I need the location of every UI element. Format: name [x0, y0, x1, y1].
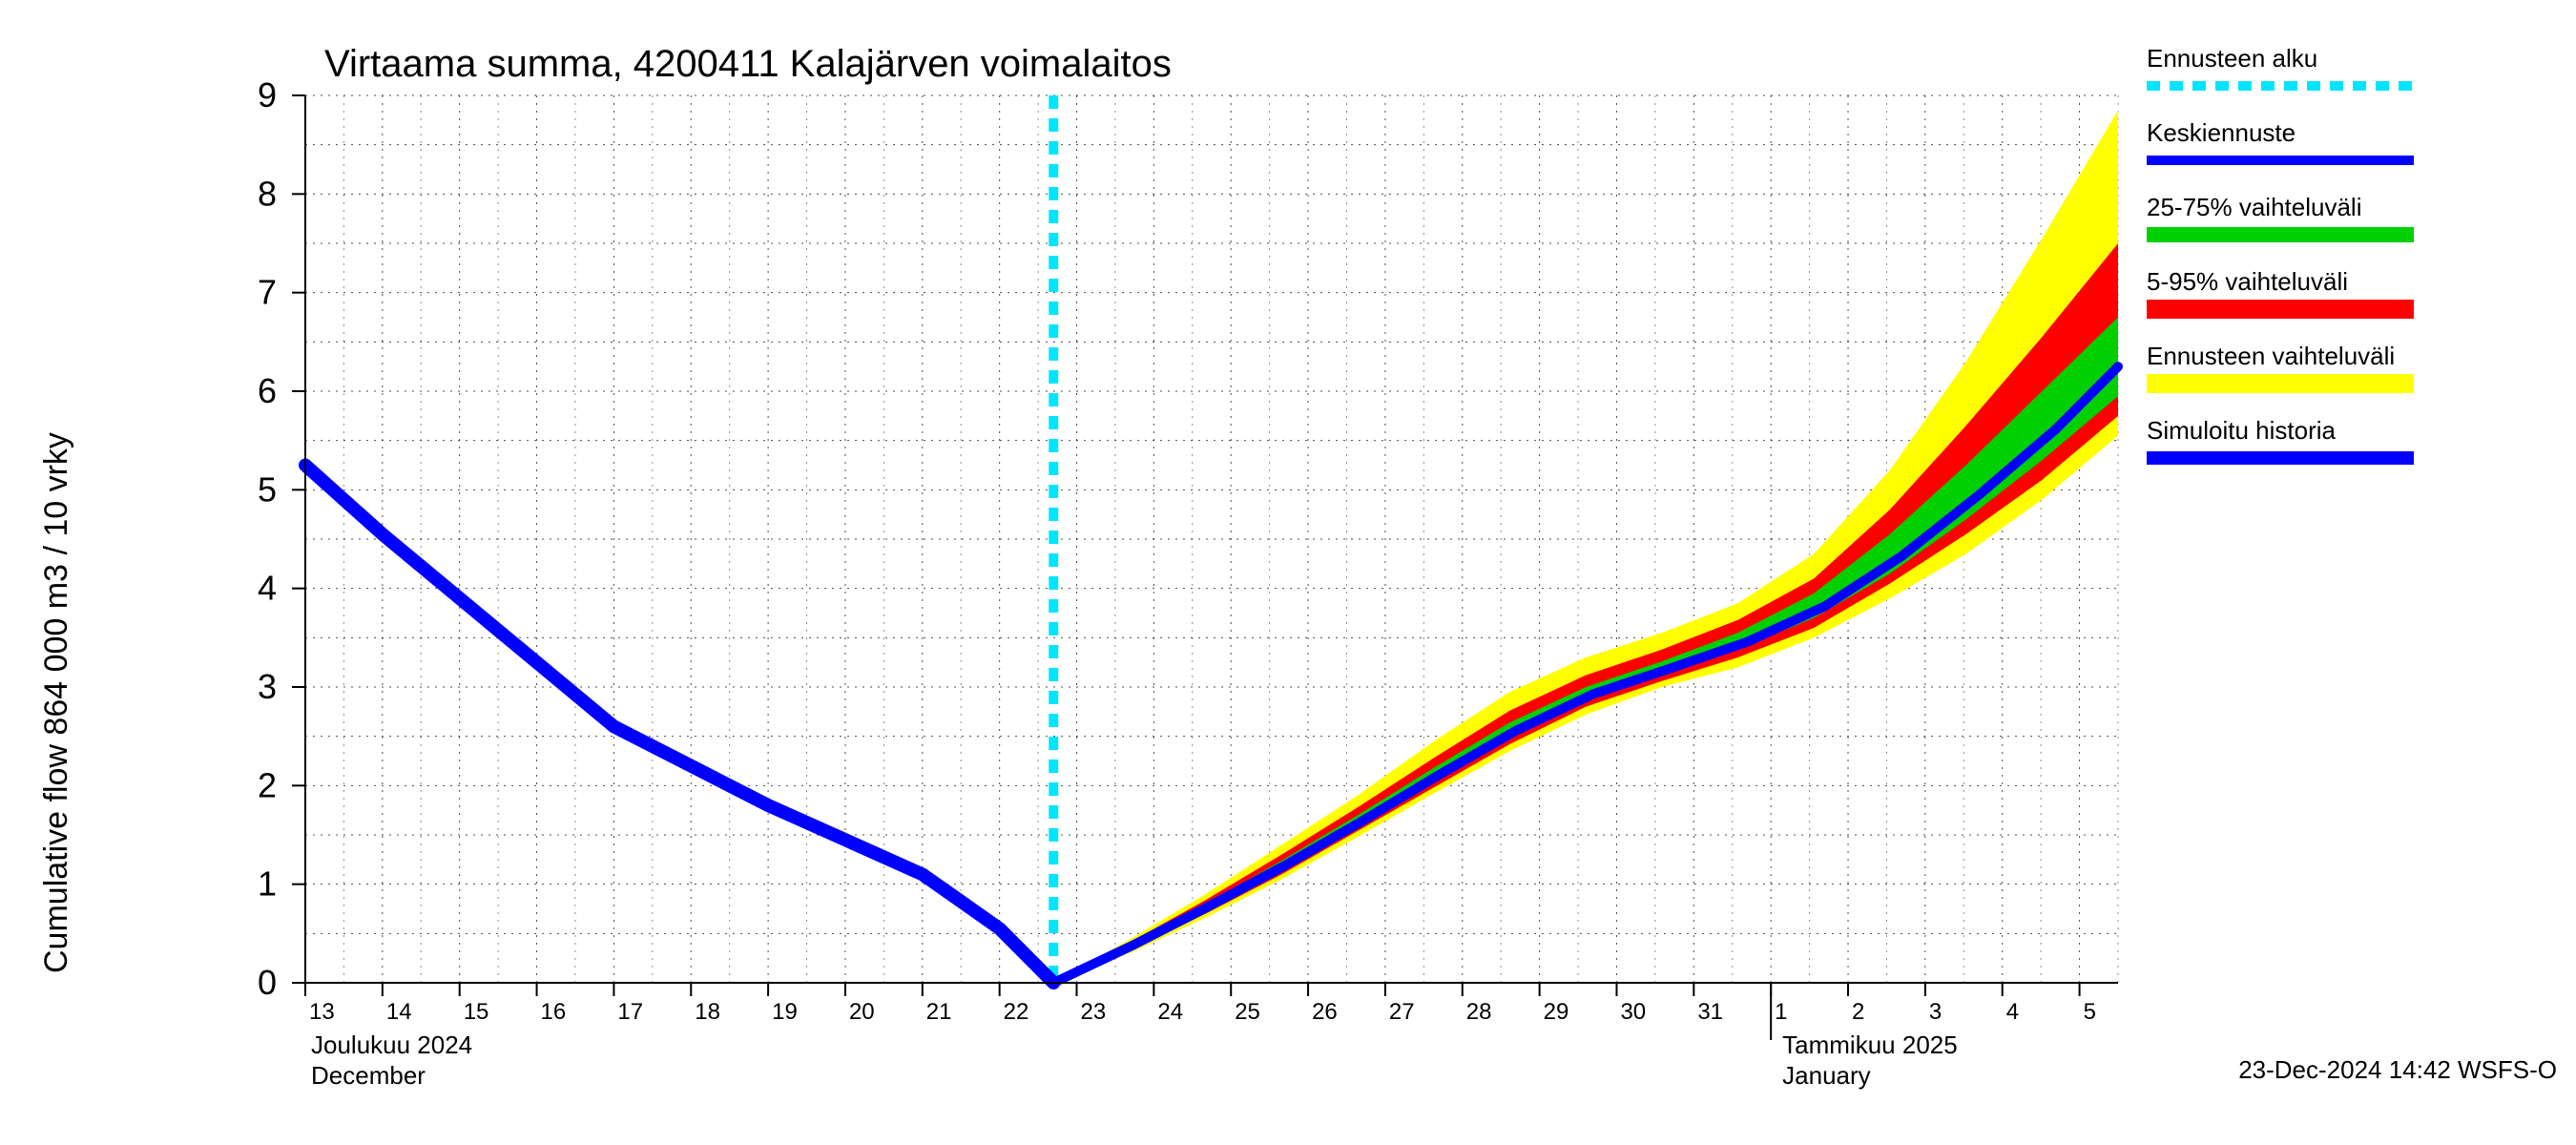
legend-label: Simuloitu historia [2147, 416, 2337, 445]
x-tick-label: 29 [1544, 999, 1569, 1025]
x-tick-label: 26 [1312, 999, 1338, 1025]
x-tick-label: 22 [1004, 999, 1029, 1025]
chart-title: Virtaama summa, 4200411 Kalajärven voima… [324, 43, 1172, 85]
x-tick-label: 1 [1775, 999, 1787, 1025]
month-label-en-2: January [1782, 1061, 1871, 1090]
y-tick-label: 2 [258, 765, 277, 804]
x-tick-label: 4 [2006, 999, 2019, 1025]
x-tick-label: 31 [1697, 999, 1723, 1025]
x-tick-label: 18 [695, 999, 720, 1025]
y-tick-label: 7 [258, 273, 277, 312]
chart-container: 0123456789131415161718192021222324252627… [0, 0, 2576, 1145]
y-tick-label: 3 [258, 667, 277, 706]
y-tick-label: 9 [258, 75, 277, 114]
y-tick-label: 5 [258, 469, 277, 509]
y-tick-label: 1 [258, 864, 277, 904]
x-tick-label: 14 [386, 999, 412, 1025]
legend-label: Ennusteen vaihteluväli [2147, 342, 2395, 370]
x-tick-label: 19 [772, 999, 798, 1025]
x-tick-label: 28 [1466, 999, 1492, 1025]
y-axis-label: Cumulative flow 864 000 m3 / 10 vrky [38, 432, 74, 973]
y-tick-label: 8 [258, 174, 277, 213]
x-tick-label: 25 [1235, 999, 1260, 1025]
x-tick-label: 16 [541, 999, 567, 1025]
x-tick-label: 21 [926, 999, 952, 1025]
x-tick-label: 24 [1157, 999, 1183, 1025]
x-tick-label: 17 [617, 999, 643, 1025]
y-tick-label: 0 [258, 963, 277, 1002]
legend-label: Ennusteen alku [2147, 44, 2317, 73]
legend-label: 5-95% vaihteluväli [2147, 267, 2348, 296]
y-tick-label: 4 [258, 569, 277, 608]
x-tick-label: 27 [1389, 999, 1415, 1025]
y-tick-label: 6 [258, 371, 277, 410]
x-tick-label: 2 [1852, 999, 1864, 1025]
x-tick-label: 3 [1929, 999, 1942, 1025]
legend-label: Keskiennuste [2147, 118, 2296, 147]
footer-timestamp: 23-Dec-2024 14:42 WSFS-O [2238, 1055, 2557, 1084]
month-label-fi-1: Joulukuu 2024 [311, 1030, 472, 1059]
x-tick-label: 20 [849, 999, 875, 1025]
month-label-fi-2: Tammikuu 2025 [1782, 1030, 1958, 1059]
month-label-en-1: December [311, 1061, 426, 1090]
x-tick-label: 23 [1081, 999, 1107, 1025]
flow-chart: 0123456789131415161718192021222324252627… [0, 0, 2576, 1145]
x-tick-label: 15 [464, 999, 489, 1025]
x-tick-label: 13 [309, 999, 335, 1025]
x-tick-label: 30 [1620, 999, 1646, 1025]
x-tick-label: 5 [2084, 999, 2096, 1025]
legend-label: 25-75% vaihteluväli [2147, 193, 2361, 221]
